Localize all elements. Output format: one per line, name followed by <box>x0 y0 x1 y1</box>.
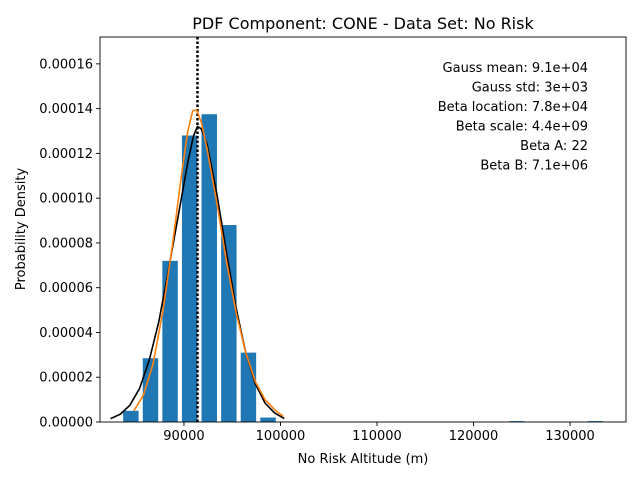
histogram-bars <box>123 114 604 422</box>
parameter-annotation: Beta scale: 4.4e+09 <box>456 120 588 135</box>
x-tick-label: 110000 <box>352 429 402 444</box>
parameter-annotation: Beta B: 7.1e+06 <box>480 159 588 174</box>
histogram-bar <box>221 225 237 422</box>
beta-curve <box>133 108 284 418</box>
y-tick-label: 0.00002 <box>39 371 93 386</box>
y-tick-label: 0.00004 <box>39 326 93 341</box>
x-tick-label: 100000 <box>256 429 306 444</box>
histogram-bar <box>162 260 178 422</box>
histogram-bar <box>123 410 139 422</box>
histogram-bar <box>201 114 217 422</box>
histogram-bar <box>181 135 198 422</box>
y-tick-label: 0.00000 <box>39 416 93 431</box>
chart-title: PDF Component: CONE - Data Set: No Risk <box>192 14 534 33</box>
parameter-annotation: Beta location: 7.8e+04 <box>438 100 588 115</box>
plot-area: 90000 100000 110000 120000 130000 0.00000 0.00… <box>39 36 627 444</box>
histogram-bar <box>142 358 159 422</box>
x-tick-label: 120000 <box>449 429 499 444</box>
plot-frame <box>99 36 627 423</box>
x-tick-label: 90000 <box>163 429 204 444</box>
x-axis-label: No Risk Altitude (m) <box>298 452 429 467</box>
parameter-annotation: Gauss mean: 9.1e+04 <box>443 61 588 76</box>
y-tick-label: 0.00006 <box>39 281 93 296</box>
y-tick-label: 0.00016 <box>39 57 93 72</box>
parameter-annotation: Gauss std: 3e+03 <box>472 81 588 96</box>
parameter-annotation: Beta A: 22 <box>520 139 588 154</box>
y-axis-label: Probability Density <box>14 168 29 291</box>
histogram-bar <box>260 417 276 422</box>
y-tick-label: 0.00014 <box>39 102 93 117</box>
y-tick-label: 0.00008 <box>39 236 93 251</box>
y-tick-label: 0.00010 <box>39 192 93 207</box>
x-tick-label: 130000 <box>545 429 595 444</box>
y-tick-label: 0.00012 <box>39 147 93 162</box>
